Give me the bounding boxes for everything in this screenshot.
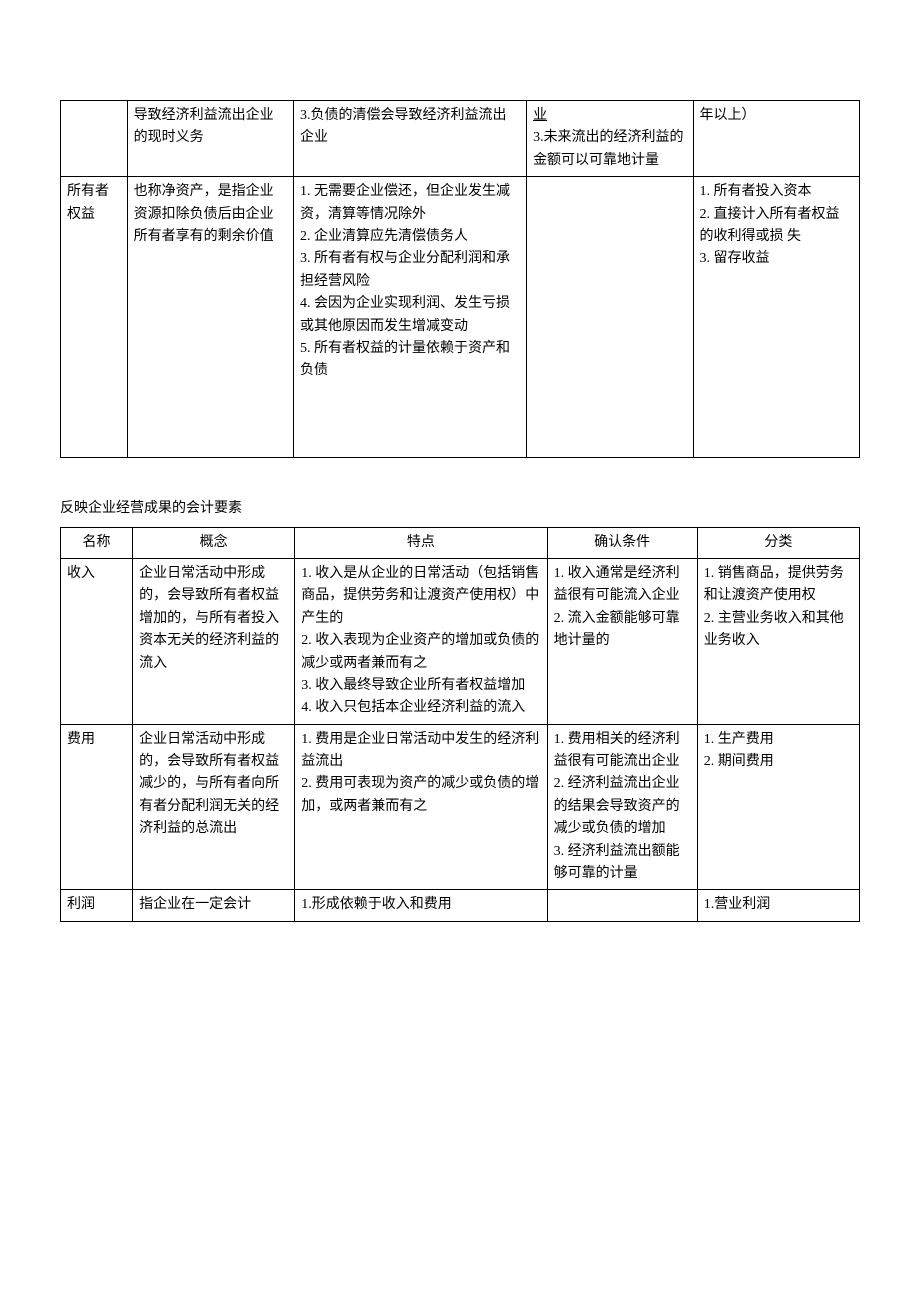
cell-category: 1. 所有者投入资本 2. 直接计入所有者权益的收利得或损 失 3. 留存收益	[693, 177, 859, 458]
cell-condition: 1. 收入通常是经济利益很有可能流入企业 2. 流入金额能够可靠地计量的	[547, 558, 697, 724]
cell-category: 1. 生产费用 2. 期间费用	[697, 724, 859, 890]
cell-concept: 企业日常活动中形成的，会导致所有者权益增加的，与所有者投入资本无关的经济利益的流…	[133, 558, 295, 724]
cell-condition: 1. 费用相关的经济利益很有可能流出企业 2. 经济利益流出企业的结果会导致资产…	[547, 724, 697, 890]
cell-feature: 1. 收入是从企业的日常活动（包括销售商品，提供劳务和让渡资产使用权）中产生的 …	[295, 558, 547, 724]
header-category: 分类	[697, 527, 859, 558]
cell-name: 利润	[61, 890, 133, 921]
header-condition: 确认条件	[547, 527, 697, 558]
table-row: 所有者权益 也称净资产，是指企业资源扣除负债后由企业所有者享有的剩余价值 1. …	[61, 177, 860, 458]
cell-name: 所有者权益	[61, 177, 128, 458]
cell-feature: 1. 费用是企业日常活动中发生的经济利益流出 2. 费用可表现为资产的减少或负债…	[295, 724, 547, 890]
cell-name	[61, 101, 128, 177]
cell-feature: 3.负债的清偿会导致经济利益流出企业	[294, 101, 527, 177]
section-title: 反映企业经营成果的会计要素	[60, 498, 860, 520]
cell-category: 1.营业利润	[697, 890, 859, 921]
cell-concept: 企业日常活动中形成的，会导致所有者权益减少的，与所有者向所有者分配利润无关的经济…	[133, 724, 295, 890]
cell-concept: 也称净资产，是指企业资源扣除负债后由企业所有者享有的剩余价值	[127, 177, 293, 458]
cell-condition	[527, 177, 693, 458]
cell-name: 费用	[61, 724, 133, 890]
header-feature: 特点	[295, 527, 547, 558]
table-header-row: 名称 概念 特点 确认条件 分类	[61, 527, 860, 558]
cell-feature: 1.形成依赖于收入和费用	[295, 890, 547, 921]
cell-category: 年以上）	[693, 101, 859, 177]
header-name: 名称	[61, 527, 133, 558]
cell-concept: 导致经济利益流出企业的现时义务	[127, 101, 293, 177]
cell-concept: 指企业在一定会计	[133, 890, 295, 921]
table-row: 收入 企业日常活动中形成的，会导致所有者权益增加的，与所有者投入资本无关的经济利…	[61, 558, 860, 724]
table-row: 利润 指企业在一定会计 1.形成依赖于收入和费用 1.营业利润	[61, 890, 860, 921]
header-concept: 概念	[133, 527, 295, 558]
table-row: 费用 企业日常活动中形成的，会导致所有者权益减少的，与所有者向所有者分配利润无关…	[61, 724, 860, 890]
cell-name: 收入	[61, 558, 133, 724]
cell-category: 1. 销售商品，提供劳务和让渡资产使用权 2. 主营业务收入和其他业务收入	[697, 558, 859, 724]
table-2-operating-results: 名称 概念 特点 确认条件 分类 收入 企业日常活动中形成的，会导致所有者权益增…	[60, 527, 860, 922]
cell-condition: 业 3.未来流出的经济利益的金额可以可靠地计量	[527, 101, 693, 177]
table-row: 导致经济利益流出企业的现时义务 3.负债的清偿会导致经济利益流出企业 业 3.未…	[61, 101, 860, 177]
table-1-accounting-elements: 导致经济利益流出企业的现时义务 3.负债的清偿会导致经济利益流出企业 业 3.未…	[60, 100, 860, 458]
cell-feature: 1. 无需要企业偿还，但企业发生减资，清算等情况除外 2. 企业清算应先清偿债务…	[294, 177, 527, 458]
cell-condition	[547, 890, 697, 921]
